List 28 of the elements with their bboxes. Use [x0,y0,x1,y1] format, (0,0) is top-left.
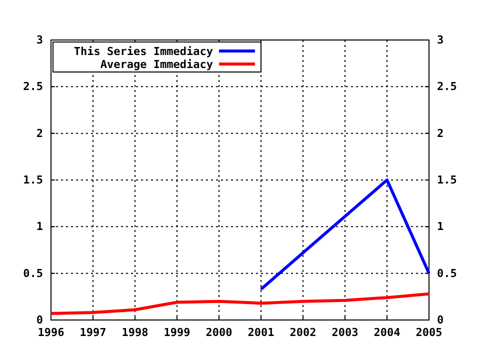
legend-label: Average Immediacy [100,58,214,71]
y-tick-label: 2 [36,126,43,140]
y-tick-label: 3 [36,34,43,47]
y-tick-label: 2.5 [23,80,43,94]
x-tick-label: 2000 [206,326,232,339]
y-tick-label: 1.5 [23,174,43,187]
y2-tick-label: 1.5 [437,174,457,187]
legend-label: This Series Immediacy [74,45,214,58]
x-tick-label: 2001 [248,326,275,339]
y-tick-label: 0 [36,314,43,327]
x-tick-label: 1996 [38,326,65,339]
x-tick-label: 1999 [164,326,190,339]
x-tick-label: 2003 [332,326,358,339]
y2-tick-label: 3 [437,34,444,47]
y-tick-label: 0.5 [23,266,43,280]
x-tick-label: 2004 [374,326,401,339]
x-tick-label: 2005 [416,326,442,339]
y2-tick-label: 2.5 [437,80,457,94]
y2-tick-label: 0 [437,314,444,327]
x-tick-label: 2002 [290,326,316,339]
y2-tick-label: 1 [437,220,444,234]
y2-tick-label: 2 [437,126,444,140]
y2-tick-label: 0.5 [437,266,457,280]
line-series [260,178,430,291]
x-tick-label: 1997 [80,326,106,339]
x-tick-label: 1998 [122,326,148,339]
y-tick-label: 1 [36,220,44,234]
line-series [50,292,430,315]
